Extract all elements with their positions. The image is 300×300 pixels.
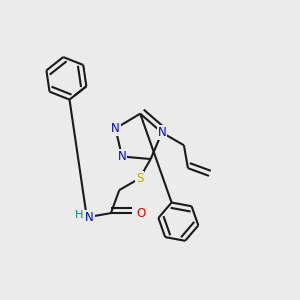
Text: N: N — [111, 122, 120, 135]
Text: S: S — [136, 172, 143, 185]
Text: N: N — [118, 150, 126, 163]
Text: O: O — [136, 207, 146, 220]
Text: N: N — [158, 126, 166, 139]
Text: N: N — [85, 211, 94, 224]
Text: H: H — [75, 210, 83, 220]
